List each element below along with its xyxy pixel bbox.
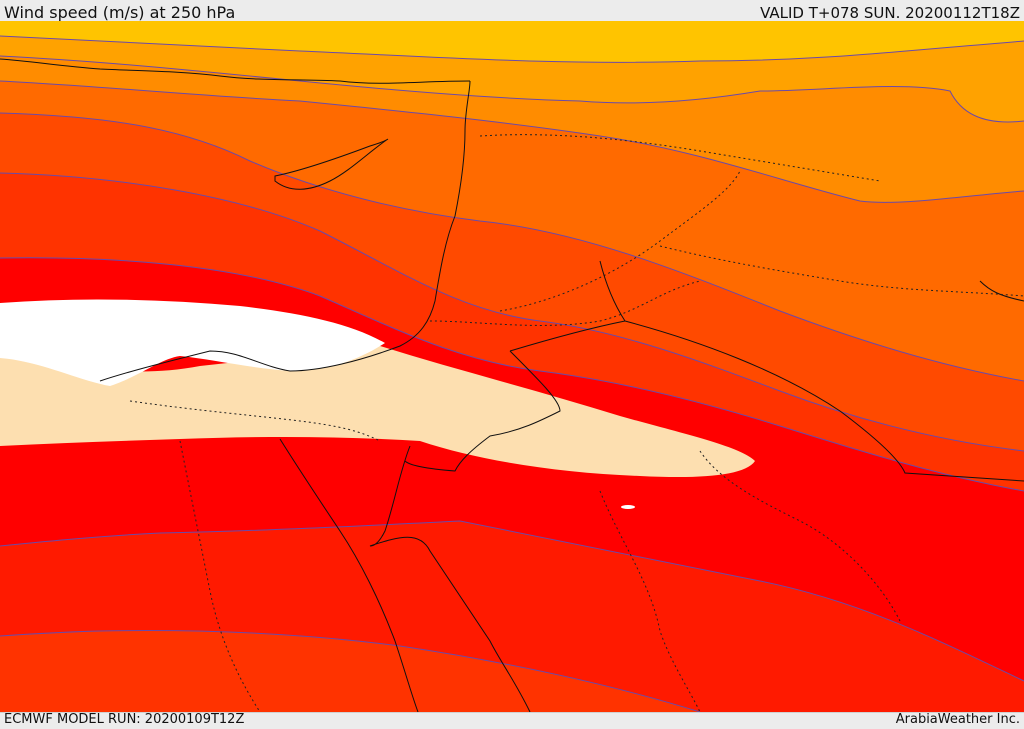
band-orange-red bbox=[0, 113, 1024, 451]
band-white-core bbox=[0, 299, 385, 386]
small-white-patch bbox=[621, 505, 635, 509]
country-borders bbox=[129, 134, 1024, 712]
band-red-south bbox=[0, 521, 1024, 712]
footer-bar bbox=[0, 712, 1024, 729]
valid-time: VALID T+078 SUN. 20200112T18Z bbox=[760, 4, 1020, 22]
band-peach-jet bbox=[0, 346, 755, 478]
band-orange-red-south bbox=[0, 630, 700, 712]
coastlines bbox=[0, 58, 1024, 712]
credit-label: ArabiaWeather Inc. bbox=[895, 712, 1020, 727]
map-title: Wind speed (m/s) at 250 hPa bbox=[4, 3, 236, 22]
band-red-orange bbox=[0, 173, 1024, 491]
band-amber-north bbox=[0, 36, 1024, 122]
band-light-orange bbox=[0, 56, 1024, 203]
band-yellow-north bbox=[0, 21, 1024, 63]
wind-speed-map bbox=[0, 21, 1024, 712]
speed-contours bbox=[0, 35, 1024, 712]
map-canvas bbox=[0, 21, 1024, 712]
solid-borders bbox=[404, 260, 1024, 482]
model-run-label: ECMWF MODEL RUN: 20200109T12Z bbox=[4, 712, 245, 727]
